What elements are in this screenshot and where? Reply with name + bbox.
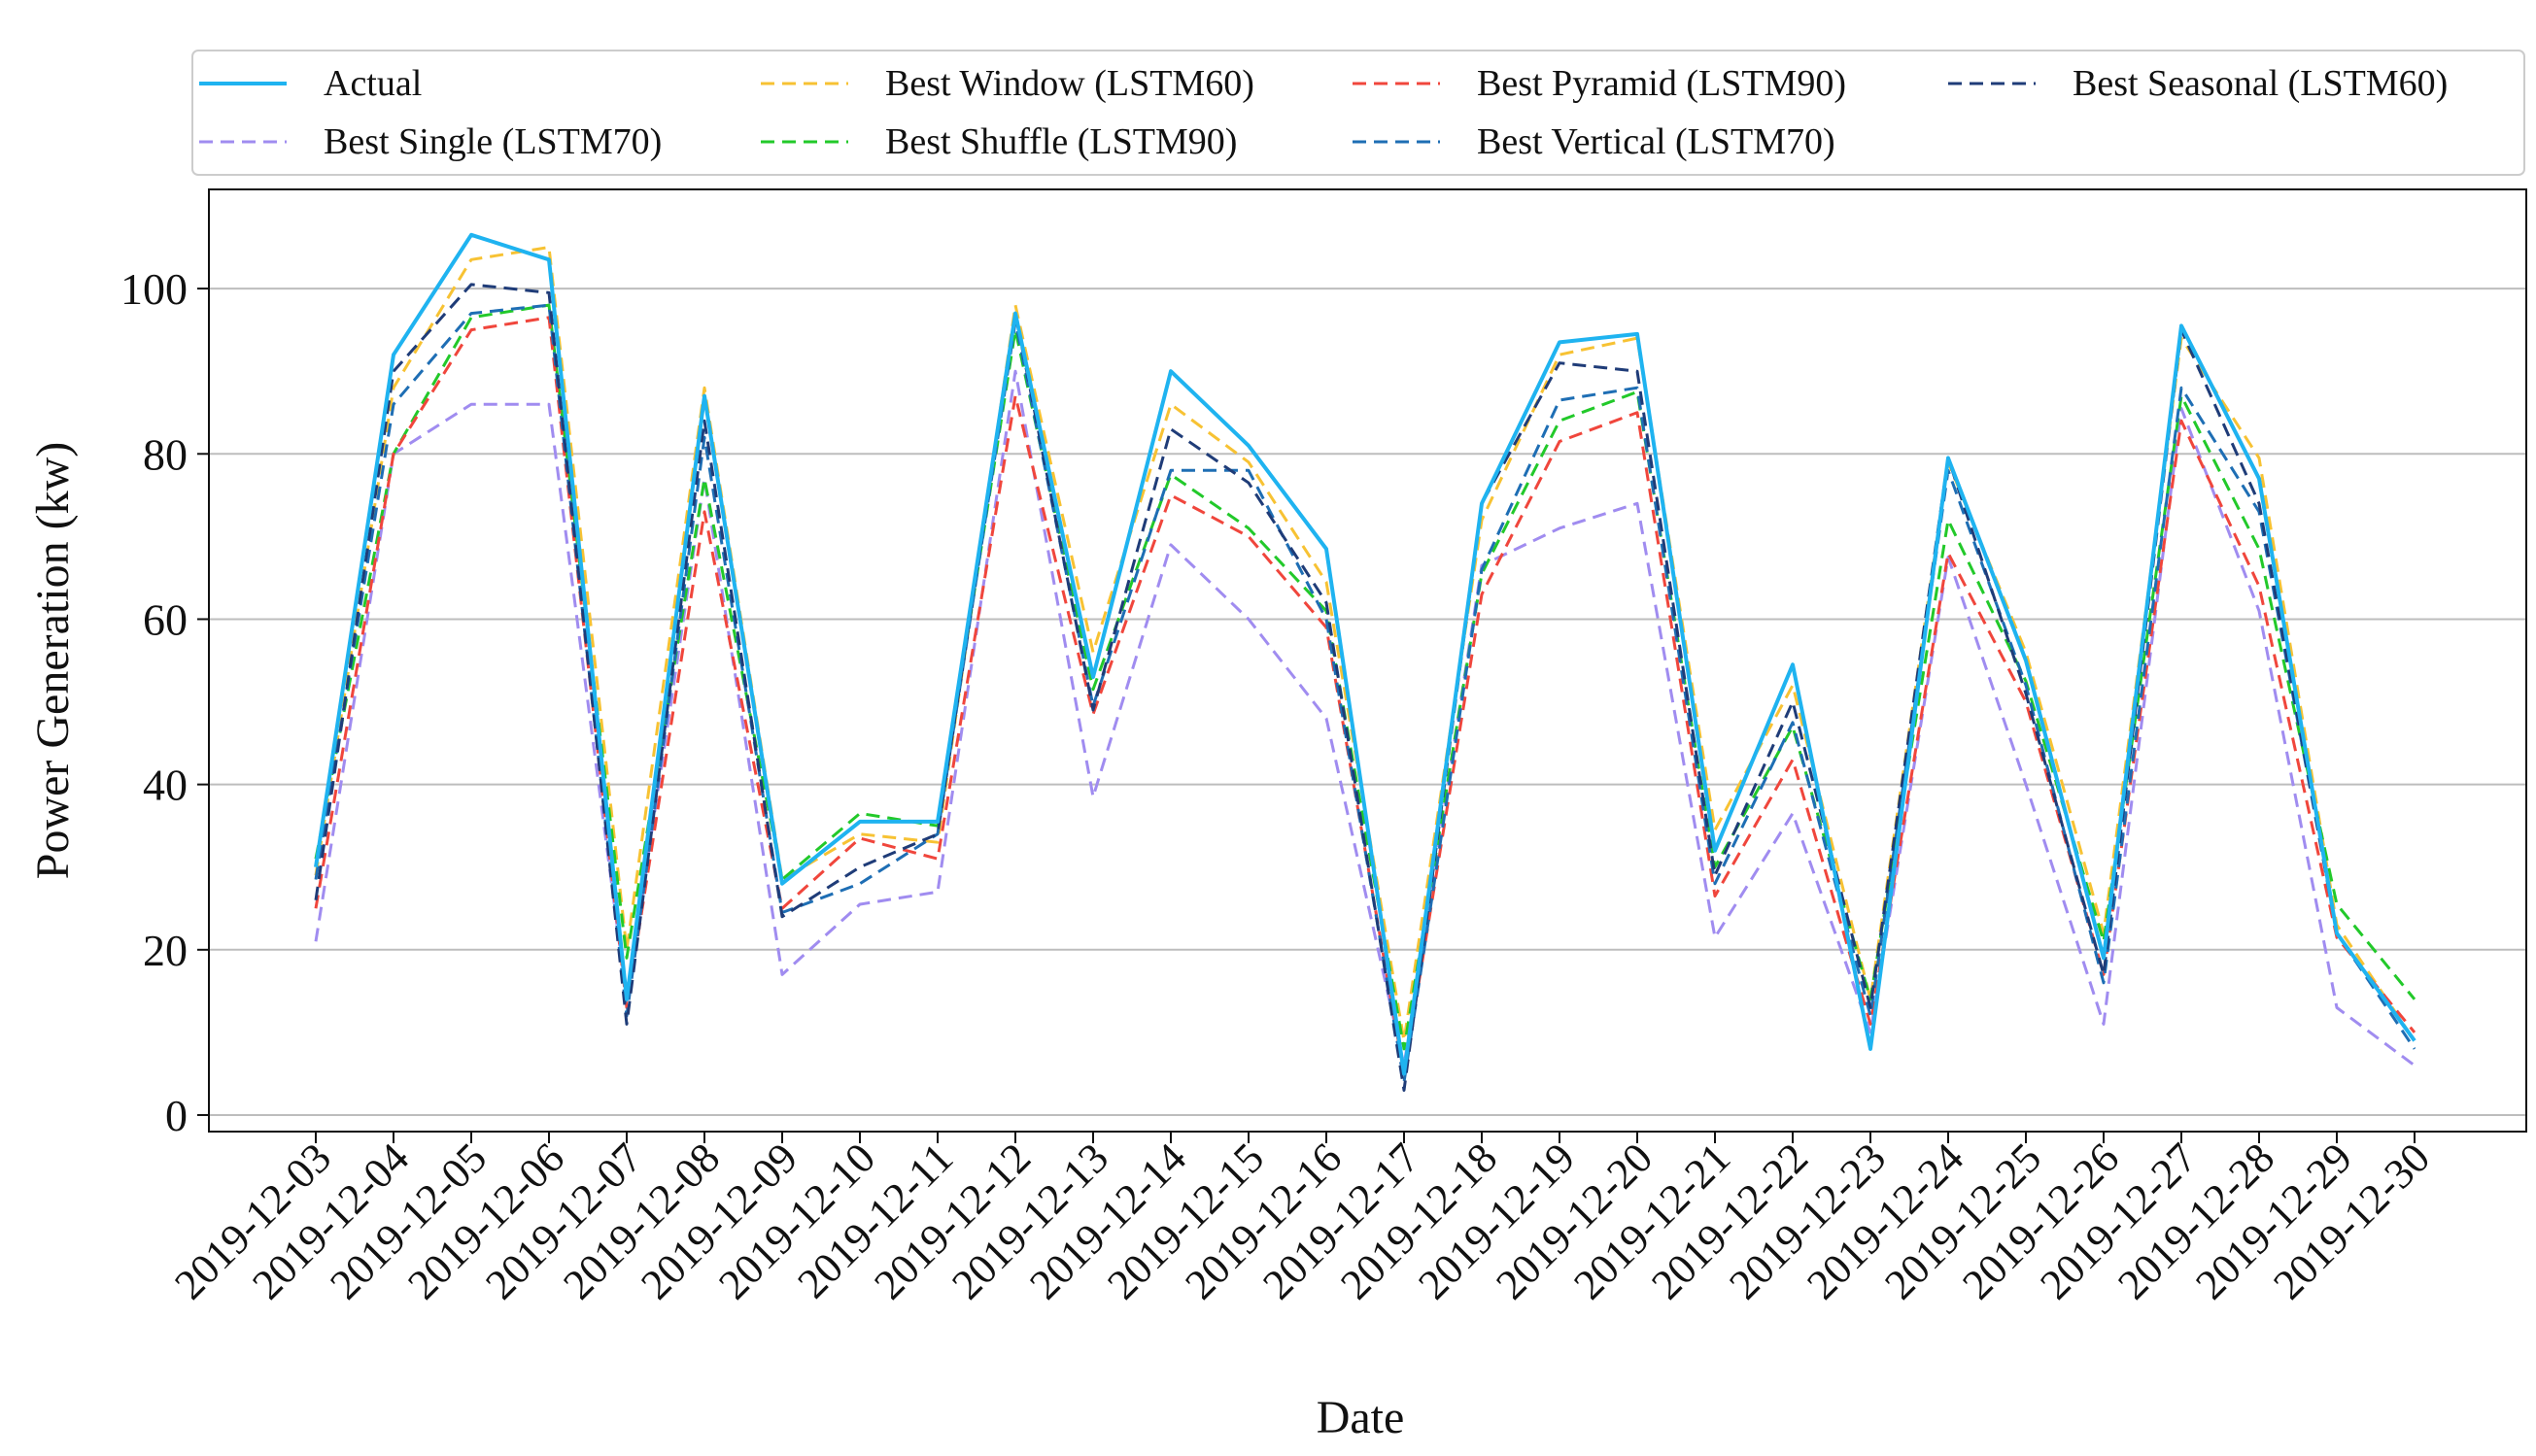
y-tick-label: 0 — [165, 1091, 188, 1140]
legend-label-0: Actual — [324, 63, 422, 104]
y-tick-label: 80 — [143, 429, 188, 479]
y-tick-label: 20 — [143, 926, 188, 975]
y-tick-label: 60 — [143, 594, 188, 644]
x-axis-label: Date — [1317, 1392, 1405, 1443]
legend-label-6: Best Seasonal (LSTM60) — [2073, 63, 2448, 104]
plot-frame — [208, 188, 2527, 1133]
series-line-6 — [314, 283, 2416, 1092]
y-tick-label: 100 — [120, 264, 188, 314]
legend-label-3: Best Shuffle (LSTM90) — [885, 121, 1237, 162]
legend-label-4: Best Pyramid (LSTM90) — [1477, 63, 1846, 104]
legend-label-5: Best Vertical (LSTM70) — [1477, 121, 1835, 162]
grid-lines — [209, 288, 2526, 1116]
series-lines — [314, 232, 2416, 1092]
y-axis-label: Power Generation (kw) — [27, 442, 79, 880]
series-line-2 — [314, 246, 2416, 1042]
series-line-5 — [314, 303, 2416, 1084]
y-tick-label: 40 — [143, 761, 188, 810]
series-line-1 — [314, 369, 2416, 1067]
legend-frame — [191, 50, 2525, 176]
legend-label-1: Best Single (LSTM70) — [324, 121, 662, 162]
series-line-0 — [314, 232, 2416, 1076]
legend-label-2: Best Window (LSTM60) — [885, 63, 1254, 104]
y-axis: 0 20 40 60 80 100 — [120, 264, 209, 1140]
legend: Actual Best Single (LSTM70) Best Window (L… — [191, 50, 2525, 176]
